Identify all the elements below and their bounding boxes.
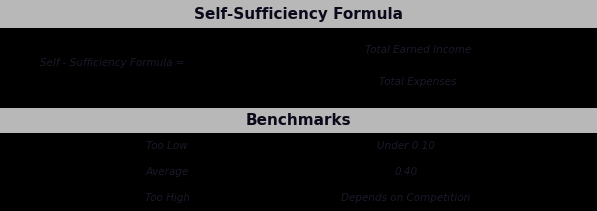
Text: Average: Average [146, 167, 189, 177]
Text: Too High: Too High [144, 193, 190, 203]
Text: Total Expenses: Total Expenses [379, 77, 457, 87]
Text: Depends on Competition: Depends on Competition [341, 193, 470, 203]
Text: Too Low: Too Low [146, 141, 188, 151]
Text: Self-Sufficiency Formula: Self-Sufficiency Formula [194, 7, 403, 22]
Text: Total Earned Income: Total Earned Income [365, 45, 471, 55]
Bar [0, 0, 597, 28]
Text: Self - Sufficiency Formula =: Self - Sufficiency Formula = [40, 58, 184, 68]
Bar [0, 108, 597, 133]
Text: 0.40: 0.40 [395, 167, 417, 177]
Text: Under 0.10: Under 0.10 [377, 141, 435, 151]
Text: Benchmarks: Benchmarks [246, 113, 351, 128]
